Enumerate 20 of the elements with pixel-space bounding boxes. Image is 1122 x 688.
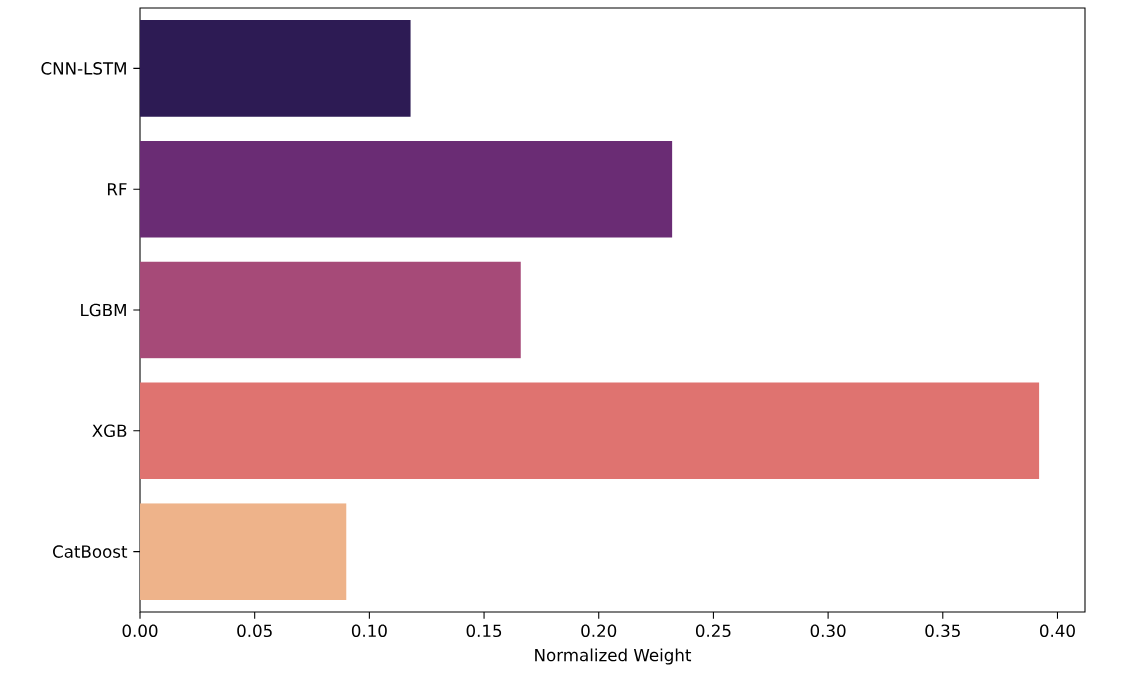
x-tick-label: 0.30 [810,624,846,638]
x-tick-label: 0.05 [237,624,272,638]
x-tick-label: 0.10 [351,624,387,638]
bar [140,261,521,359]
y-tick-label: CNN-LSTM [41,62,126,75]
bar [140,20,411,117]
y-tick-label: RF [107,183,127,196]
x-tick-label: 0.15 [466,624,502,638]
x-tick-label: 0.20 [581,624,617,638]
x-tick-label: 0.40 [1040,624,1075,638]
y-tick-label: CatBoost [53,545,128,558]
bar [140,503,347,600]
y-tick-label: XGB [92,424,127,438]
bar [140,382,1040,480]
y-tick-label: LGBM [81,303,126,317]
bar [140,140,673,238]
x-tick-label: 0.00 [122,624,158,638]
x-tick-label: 0.35 [925,624,960,638]
x-axis-title: Normalized Weight [535,648,692,665]
x-tick-label: 0.25 [695,624,731,638]
